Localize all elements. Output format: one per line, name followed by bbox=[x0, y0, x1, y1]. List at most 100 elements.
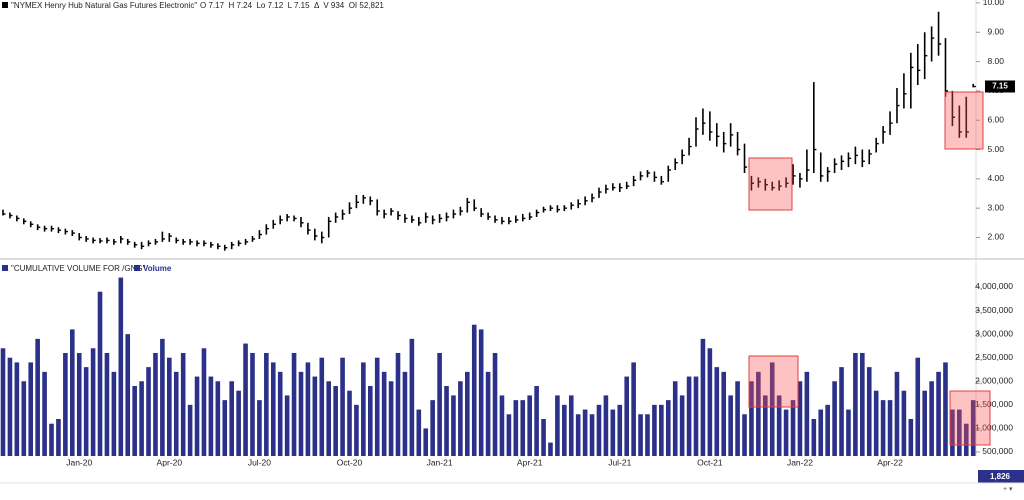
volume-bar bbox=[478, 329, 484, 456]
volume-bar bbox=[70, 329, 75, 456]
volume-bar bbox=[111, 371, 117, 456]
volume-bar bbox=[354, 404, 359, 456]
volume-bar bbox=[374, 357, 380, 456]
y-tick-label: 4,000,000 bbox=[975, 281, 1013, 291]
volume-bar bbox=[686, 376, 692, 456]
volume-bar bbox=[527, 395, 532, 456]
volume-bar bbox=[229, 381, 234, 456]
volume-bar bbox=[437, 352, 442, 456]
volume-bar bbox=[90, 348, 96, 456]
volume-bar bbox=[0, 348, 6, 456]
volume-bar bbox=[624, 376, 629, 456]
volume-bar bbox=[693, 376, 699, 456]
volume-bar bbox=[257, 400, 262, 456]
volume-bar bbox=[319, 357, 325, 456]
volume-bar bbox=[42, 371, 47, 456]
volume-bar bbox=[659, 404, 664, 456]
x-tick-label: Apr-22 bbox=[877, 457, 903, 467]
volume-bar bbox=[153, 352, 158, 456]
volume-bar bbox=[790, 400, 796, 456]
x-tick-label: Jan-20 bbox=[66, 457, 92, 467]
volume-bar bbox=[950, 409, 955, 456]
volume-bar bbox=[499, 395, 505, 456]
current-value-box bbox=[978, 470, 1024, 483]
volume-bar bbox=[797, 381, 803, 456]
y-tick-label: 1,500,000 bbox=[975, 399, 1013, 409]
volume-bar bbox=[243, 343, 248, 456]
volume-bar bbox=[631, 362, 636, 456]
volume-bar bbox=[520, 400, 526, 456]
volume-bar bbox=[21, 381, 27, 456]
volume-bar bbox=[201, 348, 207, 456]
volume-bar bbox=[721, 371, 727, 456]
volume-bar bbox=[458, 381, 463, 456]
y-tick-label: 10.00 bbox=[983, 0, 1005, 7]
volume-bar bbox=[846, 409, 851, 456]
volume-bar bbox=[250, 352, 255, 456]
legend-swatch bbox=[134, 265, 140, 271]
y-tick-label: 2,500,000 bbox=[975, 352, 1013, 362]
volume-bar bbox=[596, 404, 602, 456]
volume-bar bbox=[562, 404, 567, 456]
volume-bar bbox=[444, 385, 449, 456]
volume-bar bbox=[860, 352, 865, 456]
volume-bar bbox=[402, 371, 408, 456]
x-tick-label: Jan-21 bbox=[427, 457, 453, 467]
volume-bar bbox=[381, 371, 387, 456]
volume-bar bbox=[735, 381, 740, 456]
volume-bar bbox=[132, 385, 137, 456]
volume-bar bbox=[298, 371, 304, 456]
volume-bar bbox=[388, 381, 394, 456]
x-tick-label: Jul-21 bbox=[608, 457, 631, 467]
y-tick-label: 2.00 bbox=[987, 232, 1004, 242]
volume-bar bbox=[603, 395, 609, 456]
y-tick-label: 3.00 bbox=[987, 202, 1004, 212]
volume-bar bbox=[776, 395, 782, 456]
volume-bar bbox=[139, 381, 144, 456]
volume-bar bbox=[118, 277, 124, 456]
volume-bar bbox=[915, 357, 921, 456]
volume-bar bbox=[347, 390, 352, 456]
volume-bar bbox=[970, 400, 976, 456]
highlight-box bbox=[748, 355, 799, 408]
volume-bar bbox=[534, 385, 539, 456]
volume-bar bbox=[742, 414, 747, 456]
volume-bar bbox=[541, 418, 546, 456]
volume-bar bbox=[610, 409, 616, 456]
volume-bar bbox=[451, 395, 456, 456]
volume-bar bbox=[277, 371, 283, 456]
y-tick-label: 6.00 bbox=[987, 114, 1004, 124]
volume-bar bbox=[236, 390, 241, 456]
volume-bar bbox=[291, 352, 297, 456]
highlight-box bbox=[944, 91, 984, 150]
volume-bar bbox=[714, 367, 720, 456]
volume-bar bbox=[340, 357, 345, 456]
volume-bar bbox=[901, 390, 907, 456]
volume-bar bbox=[471, 324, 477, 456]
current-value-label: 1,826 bbox=[990, 472, 1011, 481]
volume-bar bbox=[76, 352, 82, 456]
volume-bar bbox=[83, 367, 89, 456]
volume-bar bbox=[173, 371, 179, 456]
volume-bar bbox=[887, 400, 893, 456]
volume-bar bbox=[763, 395, 768, 456]
volume-bar bbox=[7, 357, 13, 456]
zoom-control[interactable]: + ▾ bbox=[1003, 486, 1013, 493]
highlight-layer bbox=[748, 91, 984, 211]
volume-bar bbox=[853, 352, 858, 456]
volume-bar bbox=[125, 334, 131, 456]
y-tick-label: 2,000,000 bbox=[975, 376, 1013, 386]
volume-bar bbox=[957, 409, 962, 456]
volume-bar bbox=[492, 352, 498, 456]
y-tick-label: 3,500,000 bbox=[975, 305, 1013, 315]
volume-bar bbox=[756, 371, 761, 456]
volume-bar bbox=[333, 385, 338, 456]
volume-bar bbox=[430, 400, 435, 456]
y-tick-label: 5.00 bbox=[987, 144, 1004, 154]
volume-bar bbox=[582, 409, 588, 456]
volume-bar bbox=[187, 404, 193, 456]
last-price-label: 7.15 bbox=[992, 82, 1008, 91]
highlight-box bbox=[748, 157, 793, 211]
y-tick-label: 500,000 bbox=[982, 446, 1013, 456]
volume-bar bbox=[146, 367, 151, 456]
